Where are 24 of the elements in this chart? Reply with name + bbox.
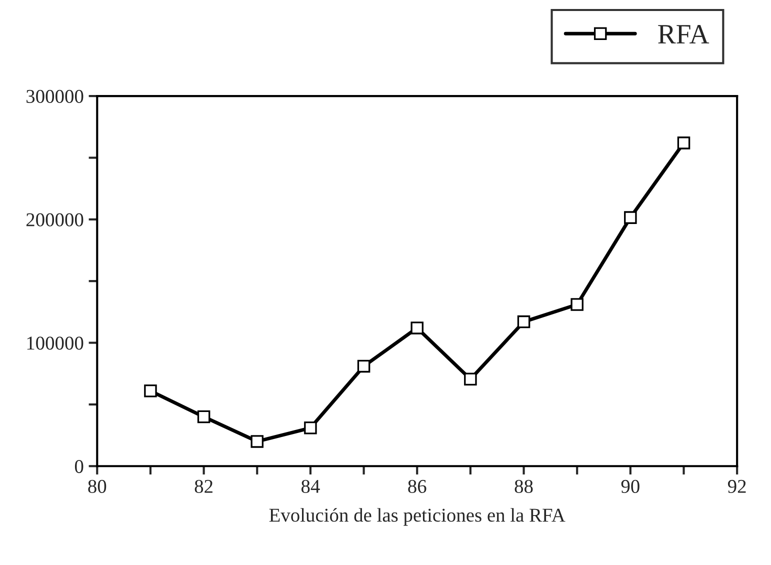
y-tick-label: 300000 — [26, 90, 84, 103]
point — [304, 421, 317, 434]
legend-label: RFA — [658, 25, 710, 44]
point — [677, 136, 690, 150]
x-tick-label: 86 — [408, 480, 426, 494]
x-tick-label: 84 — [301, 480, 320, 494]
x-tick-label: 82 — [194, 480, 212, 494]
x-tick-label: 90 — [621, 480, 640, 494]
point — [197, 410, 210, 424]
point — [464, 372, 477, 386]
y-tick-label: 0 — [74, 460, 84, 474]
x-tick-label: 92 — [728, 480, 746, 494]
point — [517, 315, 530, 328]
point — [570, 298, 584, 311]
point — [624, 211, 637, 224]
x-axis-title: Evolución de las peticiones en la RFA — [269, 508, 566, 526]
x-tick-label: 88 — [514, 480, 533, 494]
point — [144, 384, 157, 398]
x-tick-label: 80 — [88, 480, 106, 494]
point — [357, 360, 370, 373]
point — [250, 435, 264, 448]
point — [410, 322, 424, 334]
y-tick-label: 100000 — [27, 336, 84, 350]
y-tick-label: 200000 — [26, 213, 84, 226]
